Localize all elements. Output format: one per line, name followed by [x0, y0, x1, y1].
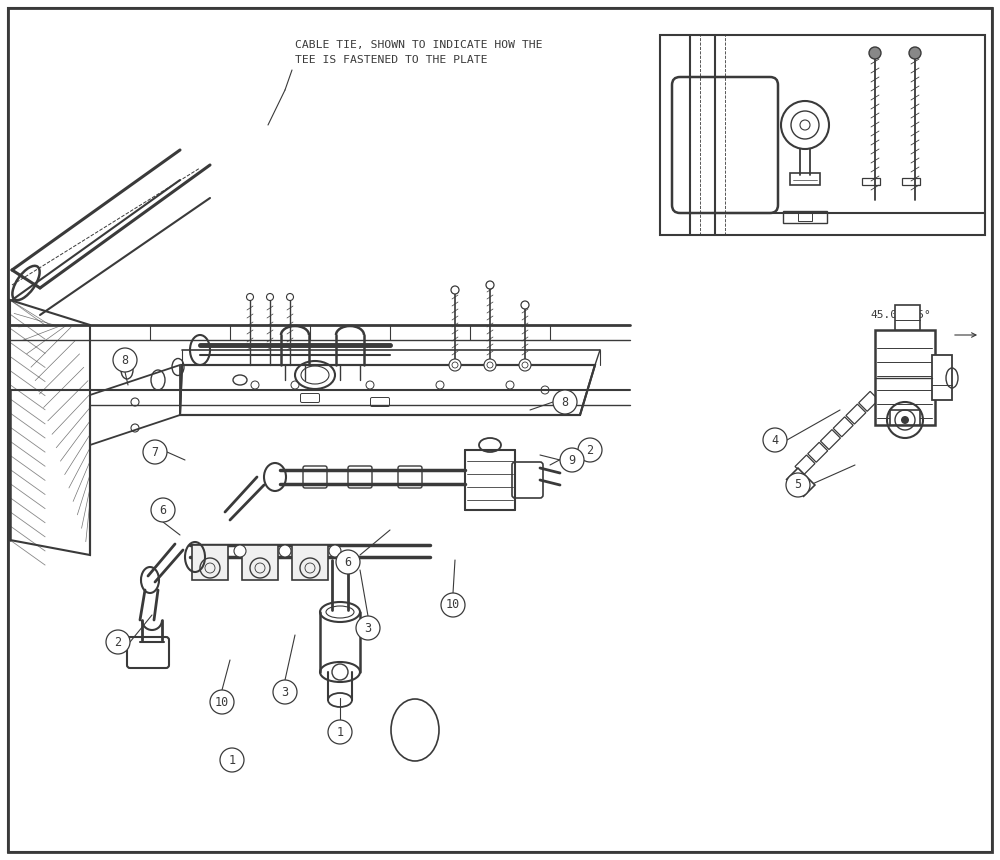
Circle shape — [266, 293, 274, 300]
Bar — [292, 545, 328, 580]
Bar — [890, 410, 920, 425]
Text: 7: 7 — [151, 445, 159, 458]
Circle shape — [909, 47, 921, 59]
Circle shape — [220, 748, 244, 772]
Text: 1: 1 — [228, 753, 236, 766]
Text: 3: 3 — [281, 685, 289, 698]
Bar — [242, 545, 278, 580]
Circle shape — [113, 348, 137, 372]
Bar — [660, 35, 985, 235]
Text: CABLE TIE, SHOWN TO INDICATE HOW THE: CABLE TIE, SHOWN TO INDICATE HOW THE — [295, 40, 542, 50]
Polygon shape — [859, 391, 879, 411]
Circle shape — [143, 440, 167, 464]
Polygon shape — [795, 455, 815, 475]
Bar — [902, 178, 920, 185]
Circle shape — [786, 473, 810, 497]
Circle shape — [356, 616, 380, 640]
Text: 1: 1 — [336, 726, 344, 739]
Text: 5: 5 — [794, 478, 802, 492]
Polygon shape — [846, 404, 866, 424]
Circle shape — [106, 630, 130, 654]
Bar — [875, 330, 935, 425]
Text: 8: 8 — [561, 396, 569, 408]
Text: 6: 6 — [159, 503, 167, 517]
Circle shape — [484, 359, 496, 371]
Circle shape — [451, 286, 459, 294]
Circle shape — [901, 416, 909, 424]
Circle shape — [441, 593, 465, 617]
Circle shape — [246, 293, 254, 300]
Bar — [798, 213, 812, 221]
Circle shape — [869, 47, 881, 59]
Circle shape — [486, 281, 494, 289]
Circle shape — [328, 720, 352, 744]
Text: 2: 2 — [114, 636, 122, 648]
Polygon shape — [833, 417, 853, 437]
Text: 2: 2 — [586, 444, 594, 457]
Circle shape — [234, 545, 246, 557]
Text: TEE IS FASTENED TO THE PLATE: TEE IS FASTENED TO THE PLATE — [295, 55, 488, 65]
Circle shape — [336, 550, 360, 574]
Text: 10: 10 — [215, 696, 229, 709]
Circle shape — [578, 438, 602, 462]
Circle shape — [553, 390, 577, 414]
Bar — [787, 468, 815, 496]
Circle shape — [560, 448, 584, 472]
Bar — [932, 355, 952, 400]
Text: 6: 6 — [344, 556, 352, 568]
Text: 10: 10 — [446, 599, 460, 611]
Circle shape — [329, 545, 341, 557]
Circle shape — [287, 293, 294, 300]
Circle shape — [151, 498, 175, 522]
Circle shape — [210, 690, 234, 714]
Bar — [862, 178, 880, 185]
Bar — [895, 305, 920, 330]
Circle shape — [763, 428, 787, 452]
Polygon shape — [808, 442, 828, 462]
Circle shape — [521, 301, 529, 309]
Text: 8: 8 — [121, 353, 129, 366]
Circle shape — [273, 680, 297, 704]
Circle shape — [279, 545, 291, 557]
Circle shape — [519, 359, 531, 371]
Text: 9: 9 — [568, 453, 576, 466]
Bar — [192, 545, 228, 580]
Text: 45.0°±.5°: 45.0°±.5° — [870, 310, 931, 320]
Circle shape — [449, 359, 461, 371]
Bar — [783, 211, 827, 223]
Bar — [790, 173, 820, 185]
Text: 4: 4 — [771, 433, 779, 446]
Text: 3: 3 — [364, 622, 372, 635]
Polygon shape — [820, 430, 840, 450]
